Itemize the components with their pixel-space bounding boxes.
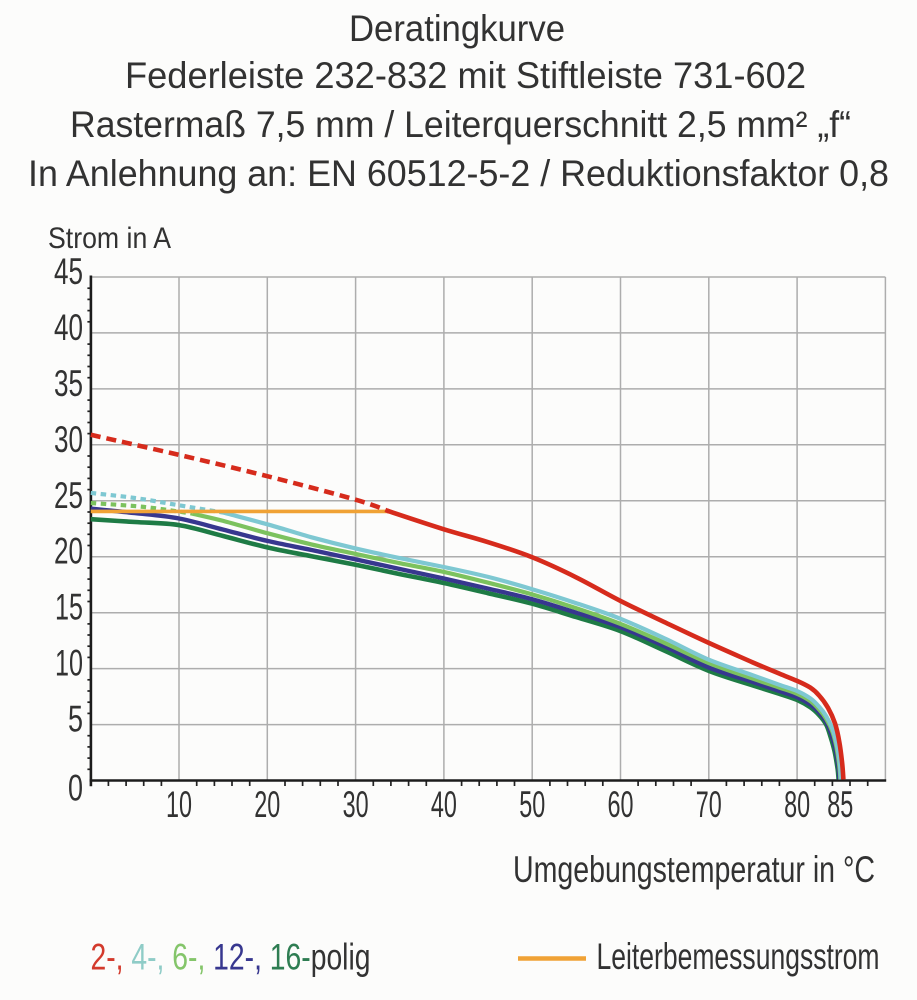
svg-text:10: 10	[55, 643, 83, 684]
svg-text:Federleiste 232-832 mit Stiftl: Federleiste 232-832 mit Stiftleiste 731-…	[125, 55, 806, 96]
svg-text:10: 10	[166, 784, 192, 825]
svg-text:60: 60	[608, 784, 634, 825]
svg-text:Rastermaß 7,5 mm / Leiterquers: Rastermaß 7,5 mm / Leiterquerschnitt 2,5…	[70, 104, 851, 145]
svg-text:40: 40	[54, 307, 83, 348]
svg-text:20: 20	[254, 784, 280, 825]
svg-text:2-, 4-, 6-, 12-, 16-polig: 2-, 4-, 6-, 12-, 16-polig	[91, 937, 371, 978]
svg-text:25: 25	[54, 475, 83, 516]
svg-text:Umgebungstemperatur in °C: Umgebungstemperatur in °C	[513, 849, 875, 890]
svg-text:45: 45	[54, 251, 83, 292]
svg-text:Deratingkurve: Deratingkurve	[349, 8, 565, 49]
svg-text:15: 15	[55, 587, 83, 628]
svg-text:35: 35	[54, 363, 83, 404]
svg-text:In Anlehnung an: EN 60512-5-2: In Anlehnung an: EN 60512-5-2 / Reduktio…	[28, 153, 889, 194]
svg-text:70: 70	[696, 784, 722, 825]
svg-text:Leiterbemessungsstrom: Leiterbemessungsstrom	[597, 936, 880, 977]
svg-text:0: 0	[68, 768, 83, 809]
svg-text:50: 50	[519, 784, 545, 825]
svg-text:5: 5	[68, 699, 83, 740]
svg-text:Strom in A: Strom in A	[48, 222, 171, 255]
svg-text:20: 20	[54, 531, 83, 572]
svg-text:30: 30	[54, 419, 83, 460]
svg-text:85: 85	[827, 784, 853, 825]
svg-text:40: 40	[431, 784, 457, 825]
svg-text:30: 30	[343, 784, 369, 825]
svg-text:80: 80	[784, 784, 810, 825]
